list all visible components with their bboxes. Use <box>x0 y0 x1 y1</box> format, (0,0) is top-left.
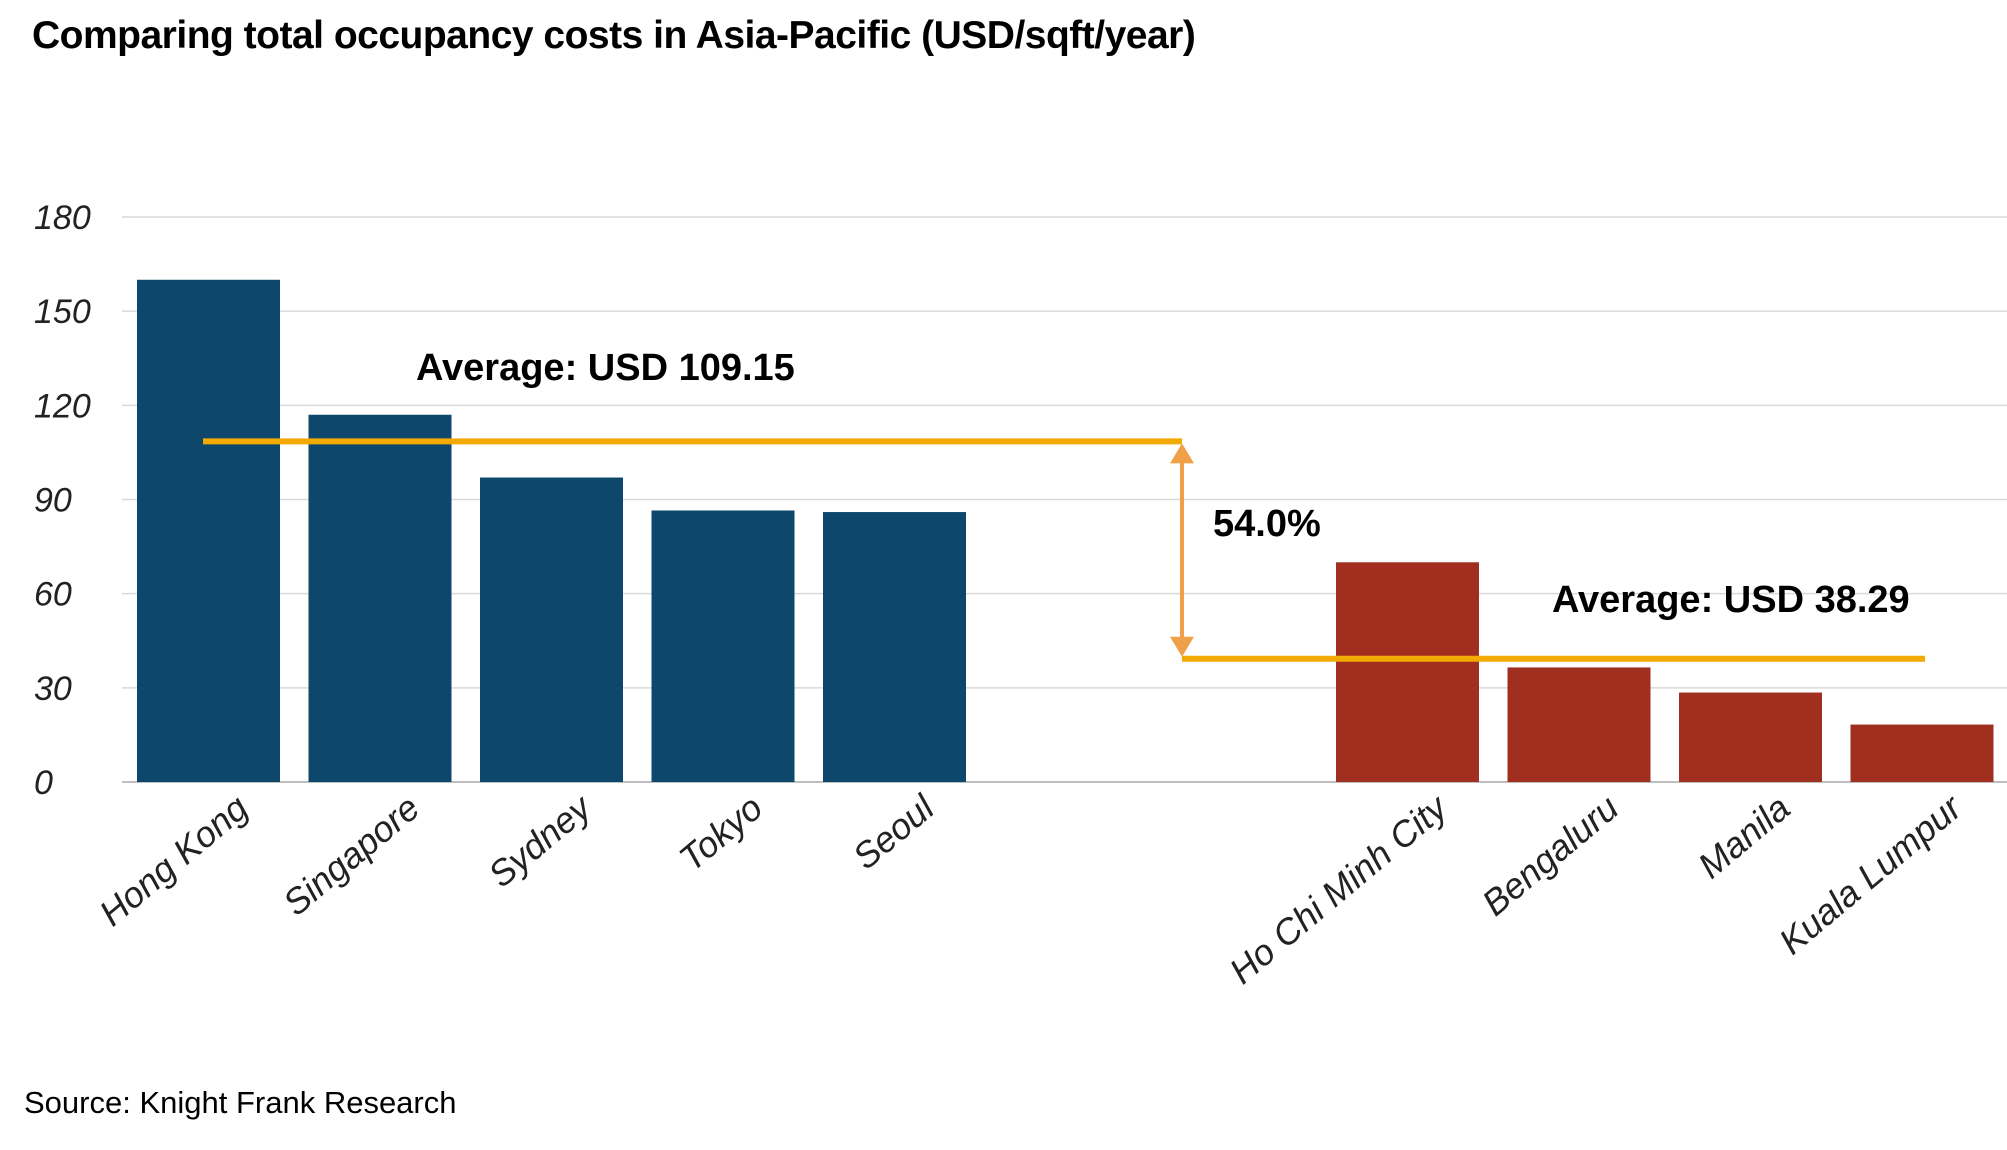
average-label-group2: Average: USD 38.29 <box>1552 579 1910 621</box>
arrow-head-down <box>1170 636 1194 657</box>
y-tick-label: 0 <box>34 764 53 802</box>
x-tick-label: Bengaluru <box>1474 787 1626 924</box>
bar-sydney <box>480 477 623 782</box>
y-tick-label: 90 <box>34 482 72 520</box>
y-tick-label: 180 <box>34 199 91 237</box>
bar-bengaluru <box>1507 667 1651 782</box>
arrow-head-up <box>1170 443 1194 464</box>
bar-ho-chi-minh-city <box>1336 562 1479 782</box>
source-note: Source: Knight Frank Research <box>24 1085 457 1120</box>
x-tick-label: Tokyo <box>671 787 770 879</box>
bar-manila <box>1679 692 1822 782</box>
x-tick-label: Sydney <box>480 785 600 895</box>
x-tick-label: Manila <box>1690 787 1798 887</box>
bar-seoul <box>823 512 966 782</box>
chart-title: Comparing total occupancy costs in Asia-… <box>32 14 1196 57</box>
y-tick-label: 120 <box>34 387 91 425</box>
y-axis-ticks: 0 30 60 90 120 150 180 <box>34 199 91 802</box>
x-tick-label: Hong Kong <box>91 787 255 934</box>
x-tick-label: Seoul <box>845 786 943 877</box>
bar-tokyo <box>651 510 795 782</box>
bars <box>137 279 1994 782</box>
bar-hong-kong <box>137 279 280 782</box>
difference-label: 54.0% <box>1213 503 1321 545</box>
x-axis-labels: Hong Kong Singapore Sydney Tokyo Seoul Ho Chi… <box>91 785 1970 991</box>
bar-kuala-lumpur <box>1850 724 1994 782</box>
y-tick-label: 30 <box>34 670 72 708</box>
x-tick-label: Ho Chi Minh City <box>1221 785 1456 991</box>
x-tick-label: Singapore <box>275 787 427 924</box>
annotations: Average: USD 109.15 Average: USD 38.29 54.… <box>203 347 1925 662</box>
bar-singapore <box>308 414 452 782</box>
y-tick-label: 150 <box>34 293 91 331</box>
average-label-group1: Average: USD 109.15 <box>416 347 795 389</box>
x-tick-label: Kuala Lumpur <box>1771 785 1971 962</box>
y-tick-label: 60 <box>34 576 72 614</box>
